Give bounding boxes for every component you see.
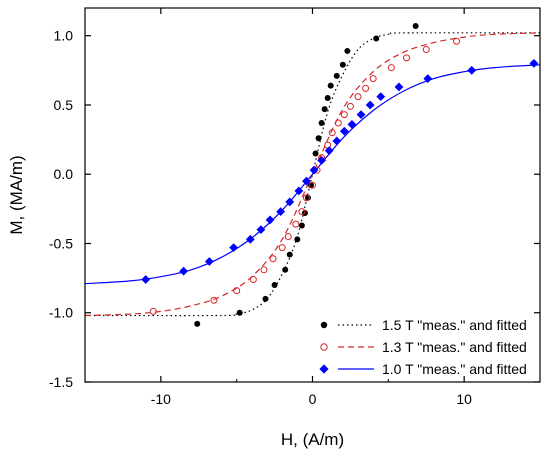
data-point-series-3 [294, 186, 304, 196]
data-point-series-1 [286, 251, 293, 258]
y-tick-label: 0.0 [54, 166, 74, 182]
data-point-series-2 [362, 84, 370, 92]
fit-line-series-3 [84, 64, 541, 285]
data-point-series-2 [387, 64, 395, 72]
legend-marker-series-3 [319, 364, 329, 374]
data-point-series-1 [321, 106, 328, 113]
data-point-series-2 [334, 119, 342, 127]
data-point-series-3 [467, 65, 477, 75]
data-point-series-2 [328, 129, 336, 137]
data-point-series-3 [265, 215, 275, 225]
data-point-series-2 [422, 46, 430, 54]
data-point-series-3 [309, 165, 319, 175]
data-point-series-2 [340, 111, 348, 119]
x-tick-label: -10 [151, 391, 171, 407]
data-point-series-3 [317, 155, 326, 165]
data-point-series-2 [278, 244, 286, 252]
data-point-series-3 [245, 234, 255, 244]
data-point-series-1 [298, 222, 305, 229]
legend: 1.5 T "meas." and fitted 1.3 T "meas." an… [319, 317, 527, 377]
x-tick-label: 0 [309, 391, 317, 407]
data-point-series-2 [302, 194, 310, 202]
y-tick-label: 1.0 [54, 28, 74, 44]
y-tick-label: -1.0 [49, 305, 73, 321]
data-point-series-2 [233, 287, 241, 295]
data-point-series-2 [403, 54, 411, 62]
legend-marker-series-1 [320, 321, 328, 329]
data-point-series-1 [315, 135, 322, 142]
data-point-series-1 [373, 35, 380, 42]
y-tick-label: 0.5 [54, 97, 74, 113]
data-point-series-2 [292, 220, 300, 228]
data-point-series-3 [229, 243, 239, 253]
data-point-series-3 [529, 59, 539, 68]
data-point-series-2 [453, 37, 461, 45]
data-point-series-1 [312, 150, 319, 157]
y-tick-label: -0.5 [49, 235, 73, 251]
data-point-series-3 [285, 197, 295, 207]
legend-label-series-2: 1.3 T "meas." and fitted [382, 339, 527, 355]
y-tick-label: -1.5 [49, 374, 73, 390]
data-point-series-3 [332, 136, 342, 146]
data-point-series-3 [276, 207, 286, 217]
data-point-series-2 [284, 233, 292, 241]
data-point-series-1 [339, 61, 346, 68]
data-point-series-3 [356, 110, 366, 120]
x-axis-label: H, (A/m) [281, 430, 344, 449]
data-point-series-1 [412, 23, 419, 30]
data-point-series-1 [333, 72, 340, 79]
data-point-series-1 [324, 95, 331, 102]
data-point-series-3 [302, 176, 311, 186]
data-point-series-1 [236, 309, 243, 316]
data-point-series-2 [260, 266, 268, 274]
data-point-series-3 [179, 266, 188, 276]
axis-ticks: -10 0 10 -1.5 -1.0 -0.5 0.0 0.5 1.0 [49, 8, 540, 407]
data-point-series-3 [204, 257, 214, 266]
data-point-series-1 [327, 82, 334, 89]
data-point-series-1 [194, 320, 201, 327]
data-point-series-1 [318, 119, 325, 126]
data-point-series-1 [282, 266, 289, 273]
data-point-series-2 [149, 307, 157, 315]
data-point-series-2 [309, 181, 316, 189]
legend-marker-series-2 [320, 343, 328, 351]
data-point-series-3 [394, 82, 404, 92]
data-point-series-1 [271, 282, 278, 289]
data-point-series-2 [269, 255, 277, 263]
data-point-series-2 [210, 296, 218, 304]
fit-curves [84, 32, 541, 317]
data-point-series-3 [256, 225, 266, 235]
data-point-series-3 [141, 275, 151, 284]
data-point-series-3 [339, 126, 349, 136]
data-point-series-2 [298, 208, 306, 216]
data-point-series-3 [347, 119, 357, 129]
legend-label-series-3: 1.0 T "meas." and fitted [382, 361, 527, 377]
data-markers [141, 23, 539, 327]
data-point-series-3 [376, 92, 386, 102]
y-axis-label: M, (MA/m) [7, 155, 26, 234]
legend-label-series-1: 1.5 T "meas." and fitted [382, 317, 527, 333]
data-point-series-1 [344, 47, 351, 54]
data-point-series-1 [294, 236, 301, 243]
data-point-series-3 [423, 74, 433, 84]
x-tick-label: 10 [456, 391, 472, 407]
data-point-series-2 [369, 75, 377, 83]
data-point-series-3 [365, 100, 375, 110]
data-point-series-2 [249, 275, 257, 283]
fit-line-series-1 [84, 32, 541, 317]
data-point-series-2 [354, 93, 362, 101]
data-point-series-2 [346, 102, 354, 110]
data-point-series-3 [324, 146, 334, 156]
data-point-series-1 [262, 295, 269, 302]
